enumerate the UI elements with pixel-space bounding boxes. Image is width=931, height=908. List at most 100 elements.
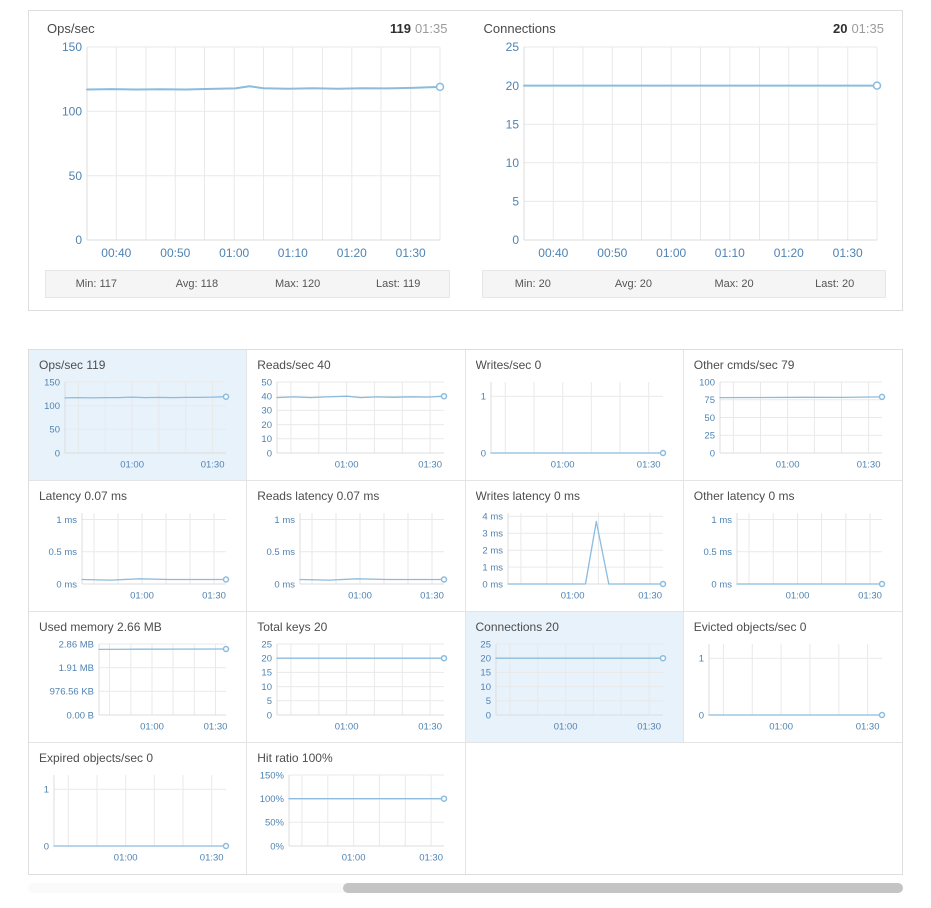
svg-text:20: 20 — [480, 654, 491, 665]
metric-tile-other-latency[interactable]: Other latency 0 ms 0 ms 0.5 ms 1 ms 01:00 01… — [683, 481, 902, 612]
svg-text:0 ms: 0 ms — [711, 579, 732, 590]
svg-text:15: 15 — [262, 668, 273, 679]
svg-text:20: 20 — [505, 79, 519, 93]
svg-text:01:30: 01:30 — [856, 460, 880, 471]
svg-text:0.5 ms: 0.5 ms — [703, 547, 732, 558]
svg-text:0 ms: 0 ms — [482, 579, 503, 590]
svg-text:01:30: 01:30 — [858, 591, 882, 602]
tile-line-chart: 0 1 01:00 01:30 — [694, 637, 892, 735]
metric-tile-total-keys[interactable]: Total keys 20 0 5 10 15 20 25 01:00 01:30 — [247, 612, 466, 743]
tile-line-chart: 0 ms 0.5 ms 1 ms 01:00 01:30 — [39, 506, 236, 604]
tile-title: Total keys 20 — [257, 620, 328, 634]
empty-grid-cell — [684, 743, 902, 874]
svg-text:0: 0 — [44, 841, 49, 852]
connections-stats-bar: Min: 20 Avg: 20 Max: 20 Last: 20 — [481, 270, 886, 298]
svg-text:0 ms: 0 ms — [56, 579, 77, 590]
svg-text:0.5 ms: 0.5 ms — [48, 547, 77, 558]
metric-tile-latency[interactable]: Latency 0.07 ms 0 ms 0.5 ms 1 ms 01:00 01:30 — [29, 481, 248, 612]
svg-text:0: 0 — [709, 448, 714, 459]
svg-text:10: 10 — [505, 156, 519, 170]
metric-tile-expired-objects-sec[interactable]: Expired objects/sec 0 0 1 01:00 01:30 — [29, 743, 248, 874]
svg-text:1: 1 — [480, 392, 485, 403]
svg-text:25: 25 — [505, 40, 519, 54]
tile-title: Writes latency 0 ms — [475, 489, 580, 503]
svg-text:01:30: 01:30 — [638, 591, 662, 602]
tile-line-chart: 0 5 10 15 20 25 01:00 01:30 — [257, 637, 454, 735]
metric-tile-hit-ratio[interactable]: Hit ratio 100% 0% 50% 100% 150% 01:00 01:30 — [247, 743, 466, 874]
chart-title: Ops/sec — [47, 21, 95, 36]
svg-text:01:20: 01:20 — [773, 246, 803, 260]
chart-current-reading: 20 01:35 — [833, 21, 884, 36]
svg-text:50: 50 — [49, 425, 60, 436]
svg-text:00:40: 00:40 — [101, 246, 131, 260]
svg-text:2 ms: 2 ms — [482, 546, 503, 557]
svg-text:0: 0 — [267, 710, 272, 721]
svg-text:01:20: 01:20 — [337, 246, 367, 260]
ops-sec-line-chart: 0 50 100 150 00:40 00:50 01:00 01:10 01:20 01:30 — [45, 40, 450, 262]
svg-text:01:00: 01:00 — [550, 460, 574, 471]
svg-text:01:30: 01:30 — [201, 460, 225, 471]
svg-text:1.91 MB: 1.91 MB — [59, 663, 94, 674]
svg-text:0: 0 — [267, 448, 272, 459]
svg-text:01:00: 01:00 — [553, 722, 577, 733]
svg-text:20: 20 — [262, 654, 273, 665]
svg-text:0: 0 — [485, 710, 490, 721]
metric-tile-reads-sec[interactable]: Reads/sec 40 0 10 20 30 40 50 01:00 01:30 — [247, 350, 466, 481]
svg-text:976.56 KB: 976.56 KB — [50, 687, 94, 698]
metric-tile-other-cmds-sec[interactable]: Other cmds/sec 79 0 25 50 75 100 01:00 01:30 — [683, 350, 902, 481]
svg-text:50: 50 — [69, 169, 83, 183]
tile-title: Used memory 2.66 MB — [39, 620, 162, 634]
metric-tile-connections[interactable]: Connections 20 0 5 10 15 20 25 01:00 01:30 — [465, 612, 684, 743]
svg-text:20: 20 — [262, 420, 273, 431]
connections-line-chart: 0 5 10 15 20 25 00:40 00:50 01:00 01:10 01:20 01:30 — [482, 40, 887, 262]
svg-text:01:00: 01:00 — [348, 591, 372, 602]
metric-tile-writes-sec[interactable]: Writes/sec 0 0 1 01:00 01:30 — [465, 350, 684, 481]
svg-text:100%: 100% — [260, 794, 285, 805]
tile-title: Evicted objects/sec 0 — [693, 620, 807, 634]
svg-text:75: 75 — [704, 395, 715, 406]
metric-tile-used-memory[interactable]: Used memory 2.66 MB 0.00 B 976.56 KB 1.91 … — [29, 612, 248, 743]
stat-last: Last: 20 — [815, 278, 855, 290]
tile-line-chart: 0 ms 0.5 ms 1 ms 01:00 01:30 — [257, 506, 454, 604]
svg-text:2.86 MB: 2.86 MB — [59, 639, 94, 650]
horizontal-scrollbar-thumb[interactable] — [343, 883, 903, 893]
svg-text:1: 1 — [698, 654, 703, 665]
svg-text:1 ms: 1 ms — [56, 515, 77, 526]
svg-text:10: 10 — [480, 682, 491, 693]
chart-current-time: 01:35 — [851, 21, 884, 36]
svg-text:100: 100 — [44, 401, 60, 412]
svg-text:01:00: 01:00 — [785, 591, 809, 602]
chart-header: Connections 20 01:35 — [482, 21, 887, 36]
stat-min: Min: 20 — [514, 278, 551, 290]
metric-tile-evicted-objects-sec[interactable]: Evicted objects/sec 0 0 1 01:00 01:30 — [683, 612, 902, 743]
chart-current-value: 20 — [832, 21, 848, 36]
svg-text:01:00: 01:00 — [114, 853, 138, 864]
chart-title: Connections — [483, 21, 556, 36]
svg-text:0 ms: 0 ms — [275, 579, 296, 590]
svg-text:01:30: 01:30 — [419, 853, 443, 864]
metric-tile-writes-latency[interactable]: Writes latency 0 ms 0 ms 1 ms 2 ms 3 ms 4 ms… — [465, 481, 684, 612]
svg-text:01:30: 01:30 — [636, 460, 660, 471]
tile-title: Connections 20 — [475, 620, 559, 634]
svg-text:1 ms: 1 ms — [275, 515, 296, 526]
svg-text:150: 150 — [44, 377, 60, 388]
chart-current-value: 119 — [389, 21, 411, 36]
svg-text:5: 5 — [512, 195, 519, 209]
svg-text:3 ms: 3 ms — [482, 529, 503, 540]
svg-text:01:30: 01:30 — [832, 246, 862, 260]
svg-text:10: 10 — [262, 434, 273, 445]
empty-grid-cell — [466, 743, 684, 874]
svg-text:15: 15 — [505, 117, 519, 131]
tile-line-chart: 0 50 100 150 01:00 01:30 — [39, 375, 236, 473]
chart-header: Ops/sec 119 01:35 — [45, 21, 450, 36]
tile-line-chart: 0 10 20 30 40 50 01:00 01:30 — [257, 375, 454, 473]
metric-tile-ops-sec[interactable]: Ops/sec 119 0 50 100 150 01:00 01:30 — [29, 350, 248, 481]
tile-line-chart: 0 25 50 75 100 01:00 01:30 — [694, 375, 892, 473]
tile-line-chart: 0% 50% 100% 150% 01:00 01:30 — [257, 768, 454, 866]
svg-text:01:00: 01:00 — [342, 853, 366, 864]
tile-line-chart: 0 ms 0.5 ms 1 ms 01:00 01:30 — [694, 506, 892, 604]
svg-text:00:40: 00:40 — [538, 246, 568, 260]
metric-tile-reads-latency[interactable]: Reads latency 0.07 ms 0 ms 0.5 ms 1 ms 01:0… — [247, 481, 466, 612]
stat-max: Max: 20 — [714, 278, 754, 290]
tile-title: Other cmds/sec 79 — [693, 358, 795, 372]
